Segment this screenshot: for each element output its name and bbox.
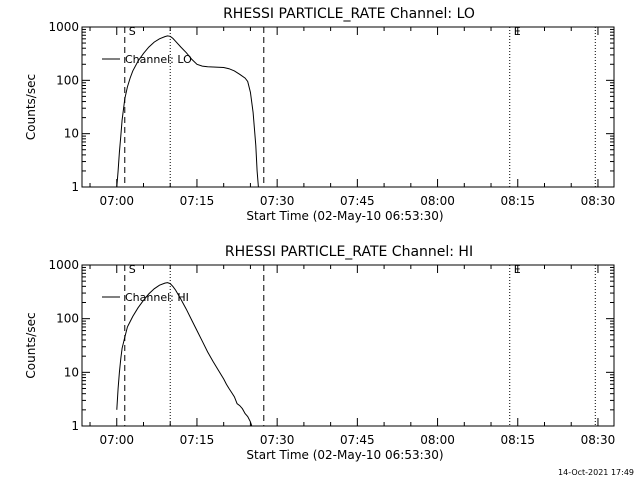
x-tick-label: 08:00 xyxy=(420,194,455,208)
y-axis-label-lo: Counts/sec xyxy=(24,74,38,140)
x-tick-label: 08:15 xyxy=(500,194,535,208)
x-tick-label: 08:15 xyxy=(500,433,535,447)
x-tick-label: 07:15 xyxy=(180,194,215,208)
event-marker-label: E xyxy=(514,25,521,38)
y-tick-labels-hi: 1 10 100 1000 xyxy=(48,258,79,433)
event-marker-label: E xyxy=(514,263,521,276)
legend-label-lo: Channel: LO xyxy=(125,53,192,66)
chart-title-lo: RHESSI PARTICLE_RATE Channel: LO xyxy=(223,6,475,22)
event-marker-label: S xyxy=(129,25,136,38)
x-tick-label: 07:30 xyxy=(260,433,295,447)
x-tick-labels-hi: 07:00 07:15 07:30 07:45 08:00 08:15 08:30 xyxy=(99,433,615,447)
y-tick-label: 1 xyxy=(71,180,79,194)
y-tick-label: 10 xyxy=(64,365,79,379)
x-tick-label: 07:00 xyxy=(99,433,134,447)
legend-lo: Channel: LO xyxy=(102,53,192,66)
y-axis-label-hi: Counts/sec xyxy=(24,312,38,378)
y-tick-label: 1 xyxy=(71,419,79,433)
y-tick-label: 1000 xyxy=(48,20,79,34)
x-tick-label: 08:00 xyxy=(420,433,455,447)
plot-frame-lo xyxy=(81,26,615,188)
x-tick-labels-lo: 07:00 07:15 07:30 07:45 08:00 08:15 08:30 xyxy=(99,194,615,208)
x-axis-label-lo: Start Time (02-May-10 06:53:30) xyxy=(246,209,443,223)
y-tick-label: 10 xyxy=(64,127,79,141)
x-tick-label: 07:45 xyxy=(340,194,375,208)
x-tick-label: 07:15 xyxy=(180,433,215,447)
tick-marks-lo xyxy=(82,26,614,188)
x-tick-label: 07:00 xyxy=(99,194,134,208)
y-tick-label: 1000 xyxy=(48,258,79,272)
tick-marks-hi xyxy=(82,264,614,427)
x-tick-label: 07:30 xyxy=(260,194,295,208)
y-tick-label: 100 xyxy=(56,73,79,87)
legend-hi: Channel: HI xyxy=(102,291,189,304)
series-line-hi xyxy=(116,282,253,427)
x-tick-label: 08:30 xyxy=(581,194,616,208)
legend-label-hi: Channel: HI xyxy=(125,291,189,304)
x-axis-label-hi: Start Time (02-May-10 06:53:30) xyxy=(246,448,443,462)
footer-timestamp: 14-Oct-2021 17:49 xyxy=(558,468,634,477)
y-tick-labels-lo: 1 10 100 1000 xyxy=(48,20,79,194)
y-tick-label: 100 xyxy=(56,312,79,326)
event-marker-label: S xyxy=(129,263,136,276)
x-tick-label: 08:30 xyxy=(581,433,616,447)
chart-title-hi: RHESSI PARTICLE_RATE Channel: HI xyxy=(225,244,473,260)
series-line-lo xyxy=(116,35,259,188)
plot-frame-hi xyxy=(81,264,615,427)
x-tick-label: 07:45 xyxy=(340,433,375,447)
